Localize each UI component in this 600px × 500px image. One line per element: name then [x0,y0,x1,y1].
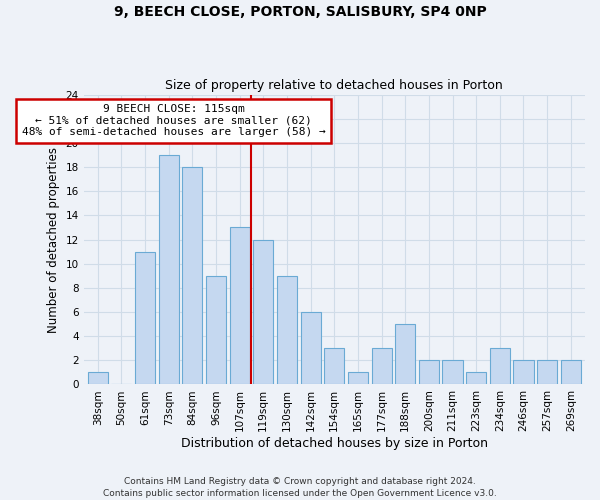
Y-axis label: Number of detached properties: Number of detached properties [47,146,60,332]
Bar [537,360,557,384]
Bar [371,348,392,385]
Bar [277,276,297,384]
Bar [324,348,344,385]
Bar [442,360,463,384]
Text: 9, BEECH CLOSE, PORTON, SALISBURY, SP4 0NP: 9, BEECH CLOSE, PORTON, SALISBURY, SP4 0… [113,5,487,19]
Bar [253,240,274,384]
Bar [158,155,179,384]
Bar [419,360,439,384]
Bar [466,372,486,384]
Bar [348,372,368,384]
Bar [301,312,320,384]
X-axis label: Distribution of detached houses by size in Porton: Distribution of detached houses by size … [181,437,488,450]
Text: Contains HM Land Registry data © Crown copyright and database right 2024.
Contai: Contains HM Land Registry data © Crown c… [103,476,497,498]
Bar [230,228,250,384]
Bar [490,348,510,385]
Bar [206,276,226,384]
Title: Size of property relative to detached houses in Porton: Size of property relative to detached ho… [166,79,503,92]
Text: 9 BEECH CLOSE: 115sqm
← 51% of detached houses are smaller (62)
48% of semi-deta: 9 BEECH CLOSE: 115sqm ← 51% of detached … [22,104,325,138]
Bar [135,252,155,384]
Bar [395,324,415,384]
Bar [88,372,108,384]
Bar [561,360,581,384]
Bar [182,167,202,384]
Bar [514,360,533,384]
